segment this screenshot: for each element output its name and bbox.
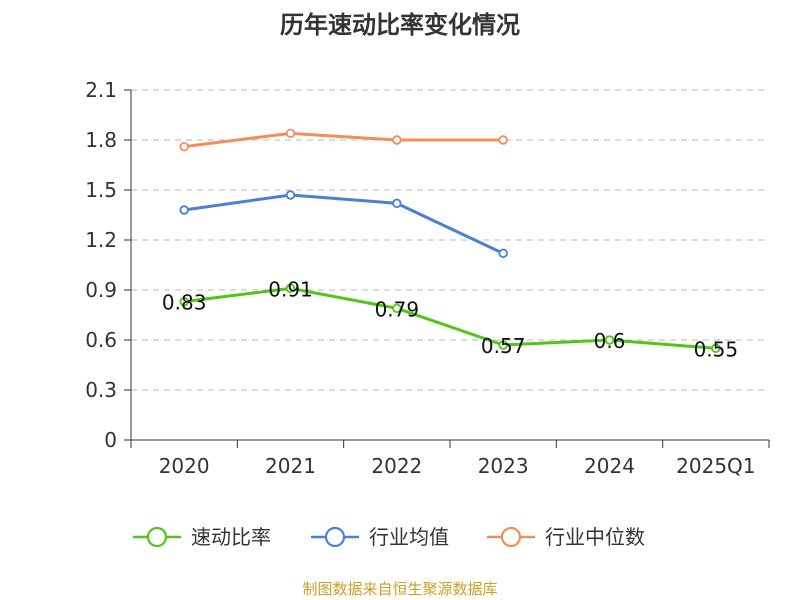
legend-label: 行业中位数 xyxy=(545,525,645,549)
x-tick-label: 2020 xyxy=(159,454,210,478)
source-note: 制图数据来自恒生聚源数据库 xyxy=(302,580,497,598)
data-label: 0.79 xyxy=(375,297,420,321)
series-line-速动比率 xyxy=(183,286,716,350)
data-label: 0.55 xyxy=(694,337,739,361)
data-point xyxy=(285,283,296,294)
legend-marker xyxy=(146,526,168,548)
legend-marker xyxy=(324,526,346,548)
data-point xyxy=(285,128,296,139)
y-tick-label: 1.2 xyxy=(85,228,117,252)
data-point xyxy=(285,190,296,200)
x-tick-label: 2024 xyxy=(584,454,635,478)
legend-label: 行业均值 xyxy=(369,525,449,549)
data-label: 0.83 xyxy=(162,291,207,315)
y-tick-label: 2.1 xyxy=(85,78,117,102)
y-tick-label: 0.9 xyxy=(85,278,117,302)
x-tick-label: 2025Q1 xyxy=(676,454,755,478)
data-point xyxy=(711,343,721,354)
data-point xyxy=(179,296,189,307)
data-point xyxy=(392,198,402,209)
axes: 0 0.3 0.6 0.9 1.2 1.5 1.8 2.1 2020 2021 2022 2023 20… xyxy=(85,78,770,478)
legend-label: 速动比率 xyxy=(191,525,271,549)
x-tick-label: 2022 xyxy=(371,454,422,478)
data-label: 0.57 xyxy=(481,334,526,358)
data-point xyxy=(498,135,508,145)
x-tick-label: 2023 xyxy=(478,454,529,478)
series-layer xyxy=(179,128,721,354)
data-point xyxy=(392,135,402,145)
grid-lines xyxy=(131,89,769,391)
data-label: 0.6 xyxy=(594,329,626,353)
data-point xyxy=(179,141,189,152)
data-point xyxy=(498,248,508,259)
y-tick-label: 1.8 xyxy=(85,128,117,152)
y-tick-label: 0.3 xyxy=(85,378,117,402)
data-point xyxy=(498,340,508,350)
data-point xyxy=(604,335,615,345)
y-tick-label: 0 xyxy=(104,428,117,452)
data-label: 0.91 xyxy=(268,277,313,301)
data-point xyxy=(392,303,402,314)
y-tick-label: 0.6 xyxy=(85,328,117,352)
chart-title: 历年速动比率变化情况 xyxy=(280,11,520,39)
series-line-行业均值 xyxy=(183,193,504,255)
data-point xyxy=(179,205,189,215)
y-tick-label: 1.5 xyxy=(85,178,117,202)
series-line-行业中位数 xyxy=(183,131,504,149)
data-labels: 0.83 0.91 0.79 0.57 0.6 0.55 xyxy=(162,277,738,361)
legend: 速动比率 行业均值 行业中位数 xyxy=(133,525,645,549)
legend-marker xyxy=(500,526,522,548)
x-tick-label: 2021 xyxy=(265,454,316,478)
